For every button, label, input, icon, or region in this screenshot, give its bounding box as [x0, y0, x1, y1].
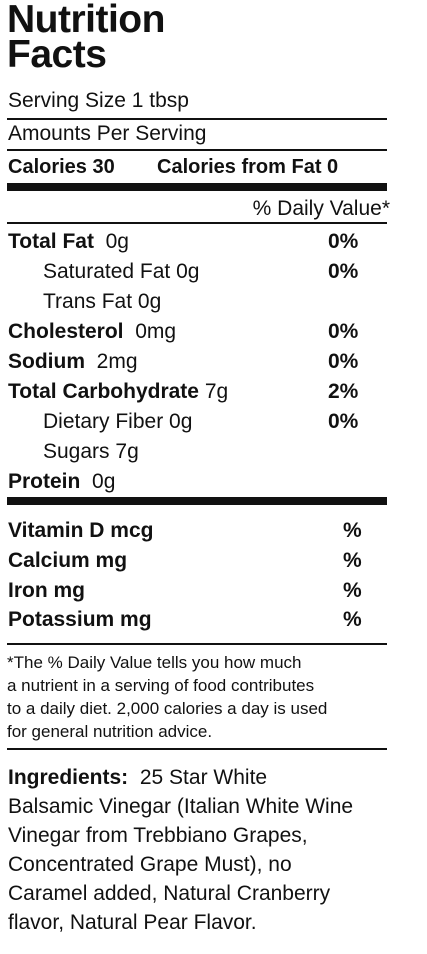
- nutrient-row-sodium: Sodium 2mg: [8, 350, 138, 374]
- nutrient-row-protein: Protein 0g: [8, 470, 115, 494]
- nutrient-amount: 0mg: [135, 320, 177, 343]
- vitamin-dv-iron: %: [343, 579, 362, 602]
- nutrient-name: Total Carbohydrate: [8, 380, 199, 403]
- nutrient-amount: 0g: [137, 290, 162, 313]
- nutrient-row-dietary-fiber: Dietary Fiber 0g: [43, 410, 192, 434]
- vitamin-dv-potassium: %: [343, 608, 362, 631]
- nutrient-dv-sodium: 0%: [328, 350, 359, 373]
- divider-thick-nutrients: [7, 497, 387, 505]
- nutrient-name: Sugars: [43, 440, 110, 463]
- nutrient-amount: 7g: [204, 380, 229, 403]
- nutrient-dv-dietary-fiber: 0%: [328, 410, 359, 433]
- title-line-1: Nutrition: [7, 0, 165, 41]
- nutrient-name: Protein: [8, 470, 81, 493]
- ingredients-line: Balsamic Vinegar (Italian White Wine: [8, 795, 354, 818]
- divider-thick-calories: [7, 183, 387, 191]
- divider-vitamins: [7, 643, 387, 645]
- nutrient-row-total-carbohydrate: Total Carbohydrate 7g: [8, 380, 228, 404]
- serving-size: Serving Size 1 tbsp: [8, 89, 189, 112]
- ingredients-block: Ingredients: 25 Star White Balsamic Vine…: [8, 763, 418, 937]
- ingredients-line: Caramel added, Natural Cranberry: [8, 882, 331, 905]
- nutrient-dv-saturated-fat: 0%: [328, 260, 359, 283]
- nutrient-amount: 7g: [115, 440, 139, 463]
- amounts-per-serving: Amounts Per Serving: [8, 122, 207, 145]
- divider-dv: [7, 222, 387, 224]
- nutrient-row-total-fat: Total Fat 0g: [8, 230, 129, 254]
- nutrient-name: Dietary Fiber: [43, 410, 164, 433]
- nutrient-name: Sodium: [8, 350, 85, 373]
- divider-serving: [7, 118, 387, 120]
- nutrient-amount: 0g: [169, 410, 193, 433]
- divider-footnote: [7, 748, 387, 750]
- vitamin-dv-d: %: [343, 519, 362, 542]
- ingredients-line: flavor, Natural Pear Flavor.: [8, 911, 257, 934]
- nutrient-amount: 0g: [105, 230, 129, 253]
- nutrient-dv-total-carbohydrate: 2%: [328, 380, 359, 403]
- nutrient-dv-total-fat: 0%: [328, 230, 359, 253]
- nutrient-row-sugars: Sugars 7g: [43, 440, 139, 464]
- ingredients-line: Vinegar from Trebbiano Grapes,: [8, 824, 308, 847]
- nutrient-name: Saturated Fat: [43, 260, 171, 283]
- ingredients-label: Ingredients:: [8, 766, 129, 789]
- ingredients-first-line: Ingredients: 25 Star White: [8, 763, 418, 792]
- vitamin-row-calcium: Calcium mg: [8, 549, 128, 572]
- vitamin-row-iron: Iron mg: [8, 579, 85, 602]
- nutrient-name: Cholesterol: [8, 320, 124, 343]
- footnote-line: to a daily diet. 2,000 calories a day is…: [7, 699, 328, 718]
- footnote-line: a nutrient in a serving of food contribu…: [7, 676, 315, 695]
- footnote-line: *The % Daily Value tells you how much: [7, 653, 302, 672]
- vitamin-row-potassium: Potassium mg: [8, 608, 152, 631]
- calories: Calories 30: [8, 156, 115, 178]
- nutrient-row-saturated-fat: Saturated Fat 0g: [43, 260, 199, 284]
- nutrient-amount: 2mg: [96, 350, 138, 373]
- vitamin-dv-calcium: %: [343, 549, 362, 572]
- nutrient-amount: 0g: [92, 470, 116, 493]
- vitamin-row-d: Vitamin D mcg: [8, 519, 154, 542]
- nutrient-dv-cholesterol: 0%: [328, 320, 359, 343]
- nutrient-name: Total Fat: [8, 230, 94, 253]
- daily-value-header: % Daily Value*: [252, 197, 390, 220]
- nutrient-row-trans-fat: Trans Fat 0g: [43, 290, 161, 314]
- nutrient-name: Trans Fat: [43, 290, 133, 313]
- label-title: Nutrition Facts: [7, 0, 165, 76]
- title-line-2: Facts: [7, 33, 107, 76]
- nutrient-amount: 0g: [176, 260, 200, 283]
- divider-amounts: [7, 149, 387, 151]
- calories-from-fat: Calories from Fat 0: [157, 156, 339, 178]
- ingredients-text: 25 Star White: [139, 766, 268, 789]
- footnote-line: for general nutrition advice.: [7, 722, 213, 741]
- ingredients-line: Concentrated Grape Must), no: [8, 853, 292, 876]
- nutrient-row-cholesterol: Cholesterol 0mg: [8, 320, 176, 344]
- daily-value-footnote: *The % Daily Value tells you how much a …: [7, 651, 407, 743]
